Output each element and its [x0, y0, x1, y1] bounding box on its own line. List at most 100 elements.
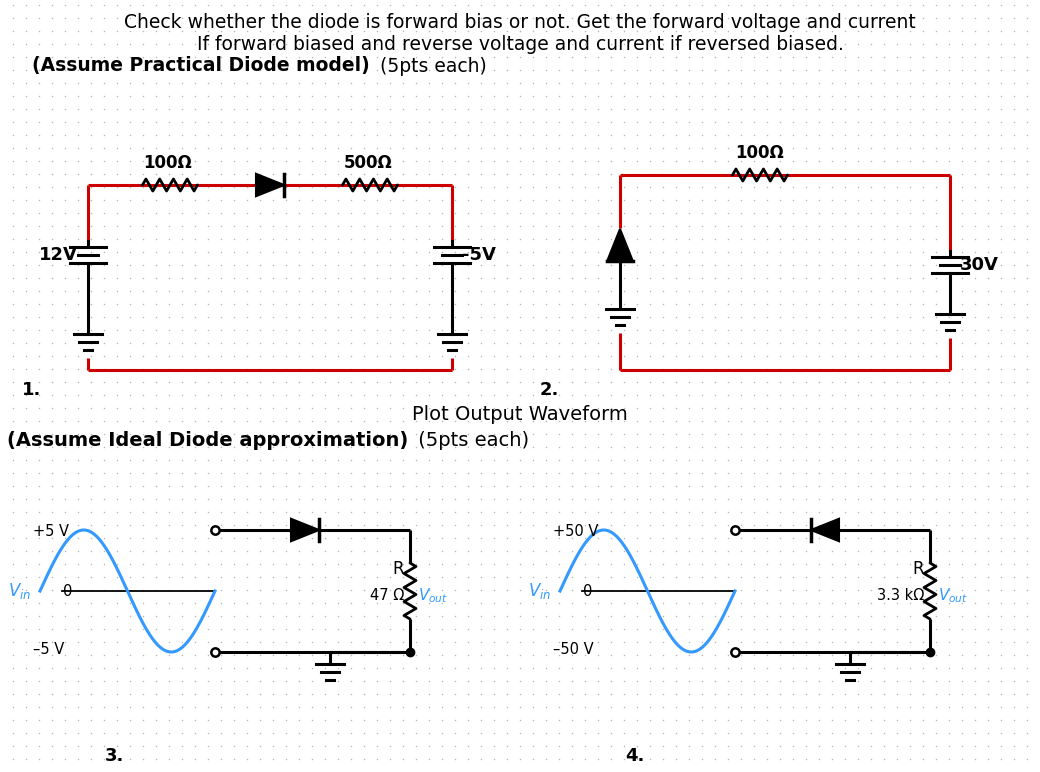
Point: [746, 648, 762, 661]
Point: [96, 0, 112, 11]
Point: [694, 0, 710, 11]
Point: [954, 610, 970, 622]
Point: [538, 610, 554, 622]
Point: [707, 12, 724, 24]
Point: [44, 116, 60, 128]
Point: [291, 415, 308, 427]
Point: [109, 376, 125, 388]
Point: [876, 506, 892, 518]
Point: [876, 415, 892, 427]
Point: [135, 103, 152, 115]
Point: [824, 401, 840, 414]
Point: [642, 207, 658, 219]
Point: [369, 142, 386, 154]
Point: [1006, 116, 1022, 128]
Point: [941, 129, 958, 141]
Point: [876, 726, 892, 739]
Point: [759, 636, 776, 648]
Point: [239, 610, 256, 622]
Point: [460, 714, 476, 726]
Point: [382, 467, 398, 479]
Point: [343, 0, 360, 11]
Point: [551, 181, 568, 193]
Point: [512, 648, 528, 661]
Point: [330, 38, 346, 50]
Point: [902, 428, 918, 440]
Point: [746, 636, 762, 648]
Point: [135, 688, 152, 700]
Point: [732, 311, 749, 323]
Point: [122, 350, 138, 362]
Point: [160, 636, 177, 648]
Point: [499, 376, 516, 388]
Point: [915, 181, 932, 193]
Point: [486, 532, 502, 544]
Point: [356, 298, 372, 310]
Point: [96, 675, 112, 687]
Point: [668, 38, 684, 50]
Point: [850, 701, 866, 713]
Point: [239, 363, 256, 375]
Point: [811, 51, 828, 63]
Point: [291, 701, 308, 713]
Point: [148, 103, 164, 115]
Point: [499, 532, 516, 544]
Point: [160, 298, 177, 310]
Point: [96, 584, 112, 596]
Point: [628, 38, 645, 50]
Point: [576, 194, 593, 206]
Point: [264, 597, 281, 609]
Point: [525, 77, 542, 90]
Point: [707, 363, 724, 375]
Point: [992, 233, 1009, 245]
Point: [174, 389, 190, 401]
Point: [330, 25, 346, 37]
Point: [551, 688, 568, 700]
Point: [44, 571, 60, 583]
Point: [538, 350, 554, 362]
Point: [694, 753, 710, 765]
Point: [31, 610, 48, 622]
Point: [83, 480, 100, 493]
Point: [56, 298, 73, 310]
Point: [1019, 506, 1036, 518]
Point: [499, 25, 516, 37]
Point: [836, 376, 853, 388]
Point: [694, 558, 710, 571]
Point: [96, 753, 112, 765]
Point: [1019, 662, 1036, 674]
Point: [642, 623, 658, 635]
Point: [135, 363, 152, 375]
Point: [330, 194, 346, 206]
Point: [759, 259, 776, 271]
Point: [160, 401, 177, 414]
Point: [499, 726, 516, 739]
Point: [382, 51, 398, 63]
Point: [798, 376, 814, 388]
Point: [486, 12, 502, 24]
Point: [525, 584, 542, 596]
Point: [720, 545, 736, 557]
Point: [44, 194, 60, 206]
Point: [811, 233, 828, 245]
Point: [798, 467, 814, 479]
Point: [434, 428, 450, 440]
Point: [538, 272, 554, 284]
Point: [980, 532, 996, 544]
Point: [980, 714, 996, 726]
Point: [628, 25, 645, 37]
Point: [44, 142, 60, 154]
Point: [954, 363, 970, 375]
Point: [576, 584, 593, 596]
Point: [954, 726, 970, 739]
Point: [330, 545, 346, 557]
Point: [1019, 233, 1036, 245]
Point: [343, 493, 360, 505]
Point: [1019, 220, 1036, 232]
Point: [252, 51, 268, 63]
Point: [967, 701, 984, 713]
Point: [564, 701, 580, 713]
Point: [226, 558, 242, 571]
Point: [707, 441, 724, 453]
Point: [434, 467, 450, 479]
